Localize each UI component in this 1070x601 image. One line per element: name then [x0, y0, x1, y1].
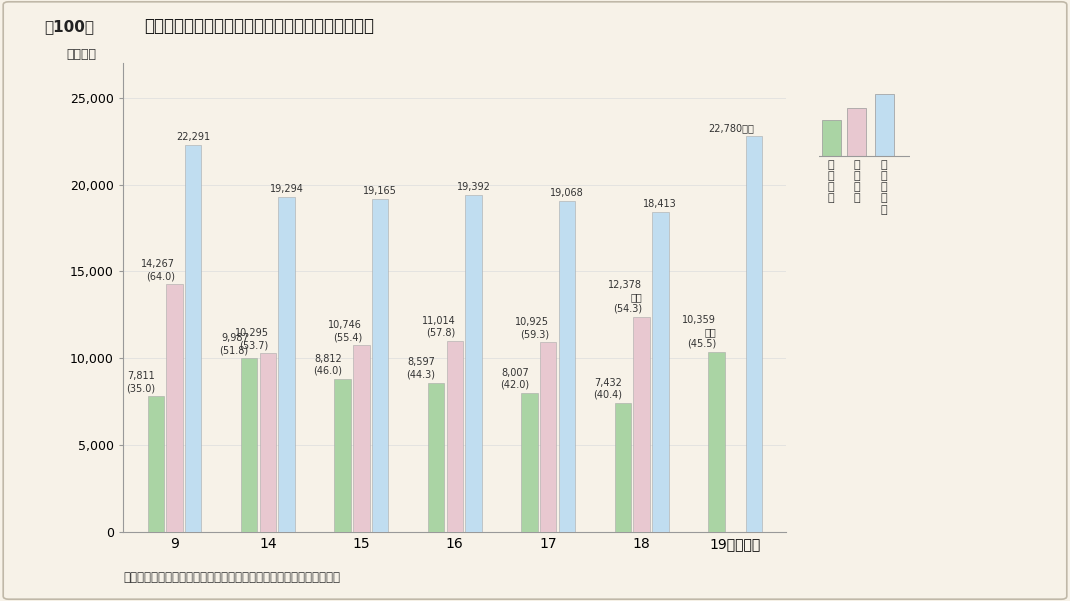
- Bar: [241, 358, 258, 532]
- Bar: [428, 383, 444, 532]
- Text: 14,267
(64.0): 14,267 (64.0): [141, 259, 175, 281]
- Bar: [185, 145, 201, 532]
- Text: 11,014
(57.8): 11,014 (57.8): [422, 316, 456, 338]
- Text: 水道事業（法適用企業）の資本的支出及びその財源: 水道事業（法適用企業）の資本的支出及びその財源: [143, 17, 373, 35]
- Bar: [148, 396, 164, 532]
- Text: 19,165: 19,165: [363, 186, 397, 196]
- Bar: [847, 108, 866, 156]
- Bar: [446, 341, 463, 532]
- Text: 19,068: 19,068: [550, 188, 584, 198]
- Text: 8,007
(42.0): 8,007 (42.0): [500, 368, 529, 389]
- Text: （億円）: （億円）: [66, 47, 96, 61]
- Text: 8,812
(46.0): 8,812 (46.0): [314, 354, 342, 376]
- Bar: [875, 94, 893, 156]
- Bar: [633, 317, 649, 532]
- Bar: [708, 352, 724, 532]
- Text: 7,432
(40.4): 7,432 (40.4): [594, 377, 623, 400]
- Bar: [166, 284, 183, 532]
- Text: 外
部
資
金: 外 部 資 金: [853, 160, 860, 204]
- Text: （注）　（　）内の数値は、資本的支出に占める財源の割合である。: （注） （ ）内の数値は、資本的支出に占める財源の割合である。: [123, 571, 340, 584]
- Text: 9,987
(51.8): 9,987 (51.8): [219, 334, 248, 355]
- Text: 10,359
億円
(45.5): 10,359 億円 (45.5): [682, 315, 716, 349]
- Text: 19,392: 19,392: [457, 182, 490, 192]
- Bar: [521, 393, 538, 532]
- Text: 8,597
(44.3): 8,597 (44.3): [407, 358, 435, 379]
- Text: 18,413: 18,413: [643, 199, 677, 209]
- Text: 10,295
(53.7): 10,295 (53.7): [234, 328, 269, 350]
- Text: 7,811
(35.0): 7,811 (35.0): [126, 371, 155, 393]
- Text: 資
本
的
支
出: 資 本 的 支 出: [881, 160, 887, 215]
- Text: 内
部
資
金: 内 部 資 金: [828, 160, 835, 204]
- Bar: [353, 346, 369, 532]
- Bar: [335, 379, 351, 532]
- Bar: [278, 197, 295, 532]
- Text: 10,925
(59.3): 10,925 (59.3): [515, 317, 549, 339]
- Text: 22,780億円: 22,780億円: [708, 123, 753, 133]
- Bar: [746, 136, 762, 532]
- Bar: [260, 353, 276, 532]
- Bar: [559, 201, 575, 532]
- Bar: [371, 199, 388, 532]
- Bar: [614, 403, 631, 532]
- Text: 10,746
(55.4): 10,746 (55.4): [328, 320, 363, 342]
- Bar: [822, 120, 841, 156]
- Text: 22,291: 22,291: [177, 132, 210, 142]
- Text: 12,378
億円
(54.3): 12,378 億円 (54.3): [608, 280, 642, 314]
- Text: 第100図: 第100図: [44, 19, 94, 34]
- Bar: [540, 342, 556, 532]
- Text: 19,294: 19,294: [270, 184, 304, 194]
- Bar: [465, 195, 482, 532]
- Bar: [652, 212, 669, 532]
